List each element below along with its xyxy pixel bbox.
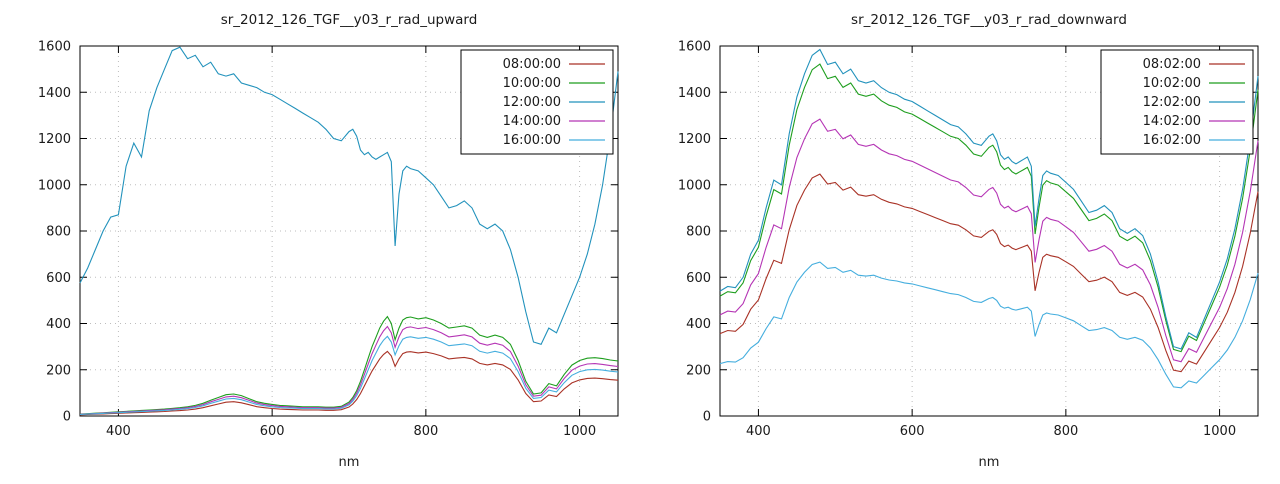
legend-label-08:00:00: 08:00:00: [503, 57, 561, 72]
legend-label-14:02:00: 14:02:00: [1143, 114, 1201, 129]
ytick-label: 400: [686, 317, 711, 332]
ytick-label: 200: [46, 363, 71, 378]
ytick-label: 0: [703, 410, 711, 425]
ytick-label: 1400: [678, 86, 711, 101]
ytick-label: 800: [46, 225, 71, 240]
xtick-label: 600: [900, 424, 925, 439]
x-axis-label: nm: [979, 455, 1000, 470]
ytick-label: 1200: [678, 132, 711, 147]
xtick-label: 400: [746, 424, 771, 439]
series-line-14:00:00: [79, 325, 619, 415]
ytick-label: 1600: [678, 40, 711, 55]
series-line-16:02:00: [719, 261, 1259, 389]
legend-label-12:02:00: 12:02:00: [1143, 95, 1201, 110]
series-line-08:02:00: [719, 173, 1259, 373]
ytick-label: 600: [46, 271, 71, 286]
xtick-label: 800: [1053, 424, 1078, 439]
xtick-label: 400: [106, 424, 131, 439]
legend-label-14:00:00: 14:00:00: [503, 114, 561, 129]
series-line-14:02:00: [719, 118, 1259, 363]
legend-label-12:00:00: 12:00:00: [503, 95, 561, 110]
series-line-12:00:00: [79, 46, 619, 345]
ytick-label: 200: [686, 363, 711, 378]
legend-label-10:02:00: 10:02:00: [1143, 76, 1201, 91]
legend-label-10:00:00: 10:00:00: [503, 76, 561, 91]
xtick-label: 600: [260, 424, 285, 439]
series-line-16:00:00: [79, 335, 619, 416]
legend-label-16:02:00: 16:02:00: [1143, 133, 1201, 148]
ytick-label: 0: [63, 410, 71, 425]
ytick-label: 1000: [38, 178, 71, 193]
upward-radiance-svg: sr_2012_126_TGF__y03_r_rad_upward 0 200 400…: [38, 12, 619, 470]
legend-label-08:02:00: 08:02:00: [1143, 57, 1201, 72]
series-line-08:00:00: [79, 350, 619, 416]
downward-radiance-svg: sr_2012_126_TGF__y03_r_rad_downward 0 200 4…: [678, 12, 1259, 470]
series-line-12:02:00: [719, 48, 1259, 350]
ytick-label: 1600: [38, 40, 71, 55]
xtick-label: 800: [413, 424, 438, 439]
ytick-label: 400: [46, 317, 71, 332]
ytick-label: 1000: [678, 178, 711, 193]
ytick-label: 1200: [38, 132, 71, 147]
chart-title: sr_2012_126_TGF__y03_r_rad_upward: [221, 12, 478, 28]
ytick-label: 800: [686, 225, 711, 240]
series-line-10:00:00: [79, 315, 619, 415]
ytick-label: 1400: [38, 86, 71, 101]
ytick-label: 600: [686, 271, 711, 286]
xtick-label: 1000: [563, 424, 596, 439]
upward-radiance-chart: sr_2012_126_TGF__y03_r_rad_upward 0 200 400…: [0, 0, 640, 480]
x-axis-label: nm: [339, 455, 360, 470]
xtick-label: 1000: [1203, 424, 1236, 439]
chart-title: sr_2012_126_TGF__y03_r_rad_downward: [851, 12, 1127, 28]
series-line-10:02:00: [719, 63, 1259, 353]
downward-radiance-chart: sr_2012_126_TGF__y03_r_rad_downward 0 200 4…: [640, 0, 1280, 480]
legend-label-16:00:00: 16:00:00: [503, 133, 561, 148]
